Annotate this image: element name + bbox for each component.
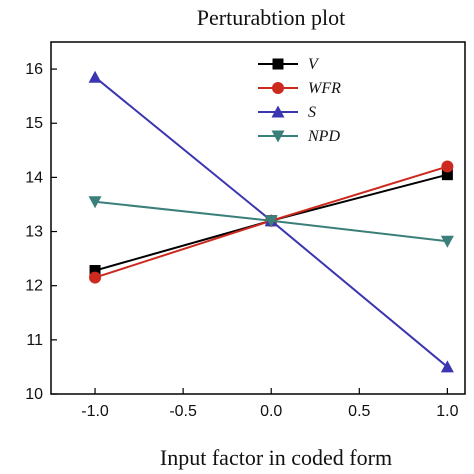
- legend-label: V: [308, 56, 320, 73]
- y-tick-label: 14: [25, 169, 43, 186]
- x-tick-label: 0.5: [348, 403, 370, 420]
- y-axis: 10 11 12 13 14 15 16: [25, 61, 57, 403]
- x-tick-label: 1.0: [436, 403, 458, 420]
- data-point-wfr: [441, 160, 454, 173]
- legend-marker: [272, 82, 284, 94]
- legend-marker: [271, 130, 285, 143]
- data-point-npd: [88, 196, 102, 209]
- series-npd: [88, 196, 454, 248]
- y-tick-label: 11: [26, 332, 43, 349]
- legend-marker: [271, 105, 285, 118]
- legend-label: WFR: [308, 80, 341, 97]
- legend-marker: [272, 58, 284, 70]
- legend: V WFR S NPD: [258, 56, 341, 145]
- y-tick-label: 15: [25, 115, 43, 132]
- legend-item-s: S: [258, 104, 316, 121]
- data-point-s: [88, 70, 102, 83]
- data-point-v: [441, 169, 453, 181]
- x-axis: -1.0 -0.5 0.0 0.5 1.0: [81, 388, 459, 420]
- legend-item-v: V: [258, 56, 320, 73]
- x-tick-label: -0.5: [169, 403, 197, 420]
- plot-frame: [50, 41, 466, 395]
- y-tick-label: 12: [25, 278, 43, 295]
- data-point-s: [440, 360, 454, 373]
- x-tick-label: -1.0: [81, 403, 109, 420]
- y-tick-label: 10: [25, 386, 43, 403]
- legend-item-npd: NPD: [258, 128, 340, 145]
- y-tick-label: 16: [25, 61, 43, 78]
- chart-title: Perturabtion plot: [197, 5, 345, 30]
- data-point-wfr: [89, 271, 102, 284]
- legend-label: S: [308, 104, 316, 121]
- data-point-npd: [264, 215, 278, 228]
- legend-label: NPD: [307, 128, 340, 145]
- x-tick-label: 0.0: [260, 403, 282, 420]
- legend-item-wfr: WFR: [258, 80, 341, 97]
- x-axis-title: Input factor in coded form: [160, 445, 392, 470]
- data-point-v: [89, 265, 101, 277]
- series-layer: [88, 70, 454, 373]
- y-tick-label: 13: [25, 224, 43, 241]
- data-point-npd: [440, 235, 454, 248]
